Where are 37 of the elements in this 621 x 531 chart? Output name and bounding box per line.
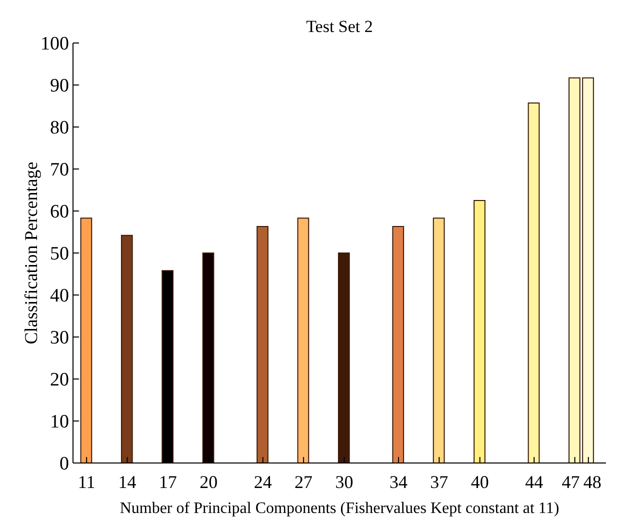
y-tick-label: 100 xyxy=(40,34,69,55)
x-tick-label: 47 xyxy=(562,472,580,492)
bar xyxy=(474,200,486,463)
x-tick-label: 11 xyxy=(78,472,96,492)
x-axis-title: Number of Principal Components (Fishervalues Kept constant at 11) xyxy=(120,500,560,517)
x-tick-label: 40 xyxy=(470,472,489,492)
y-tick-label: 50 xyxy=(50,244,69,265)
y-axis-title: Classification Percentage xyxy=(20,162,41,344)
bar xyxy=(432,218,445,463)
x-tick-label: 37 xyxy=(430,472,448,492)
bar xyxy=(256,226,268,463)
x-tick-label: 44 xyxy=(525,472,544,492)
bar xyxy=(392,226,404,463)
y-tick-label: 70 xyxy=(50,160,69,181)
x-tick-label: 30 xyxy=(335,472,354,492)
x-tick-label: 34 xyxy=(389,472,408,492)
y-tick-label: 10 xyxy=(50,412,69,433)
x-tick-label: 27 xyxy=(294,472,313,492)
y-tick-label: 40 xyxy=(50,286,69,307)
chart-title: Test Set 2 xyxy=(306,17,373,36)
bar xyxy=(297,218,310,463)
bar xyxy=(528,102,540,463)
y-tick-label: 20 xyxy=(50,370,69,391)
y-tick-label: 80 xyxy=(50,118,69,139)
x-tick-label: 24 xyxy=(254,472,272,492)
x-tick-label: 48 xyxy=(583,472,602,492)
y-tick-label: 30 xyxy=(50,328,69,349)
bar xyxy=(338,252,350,463)
bar xyxy=(202,252,214,463)
y-tick-label: 0 xyxy=(60,454,69,475)
x-tick-label: 17 xyxy=(158,472,177,492)
x-tick-label: 20 xyxy=(200,472,218,492)
bar xyxy=(80,218,92,463)
y-tick-label: 90 xyxy=(50,76,69,97)
y-tick-label: 60 xyxy=(50,202,69,223)
x-tick-label: 14 xyxy=(118,472,136,492)
bar xyxy=(120,234,133,463)
